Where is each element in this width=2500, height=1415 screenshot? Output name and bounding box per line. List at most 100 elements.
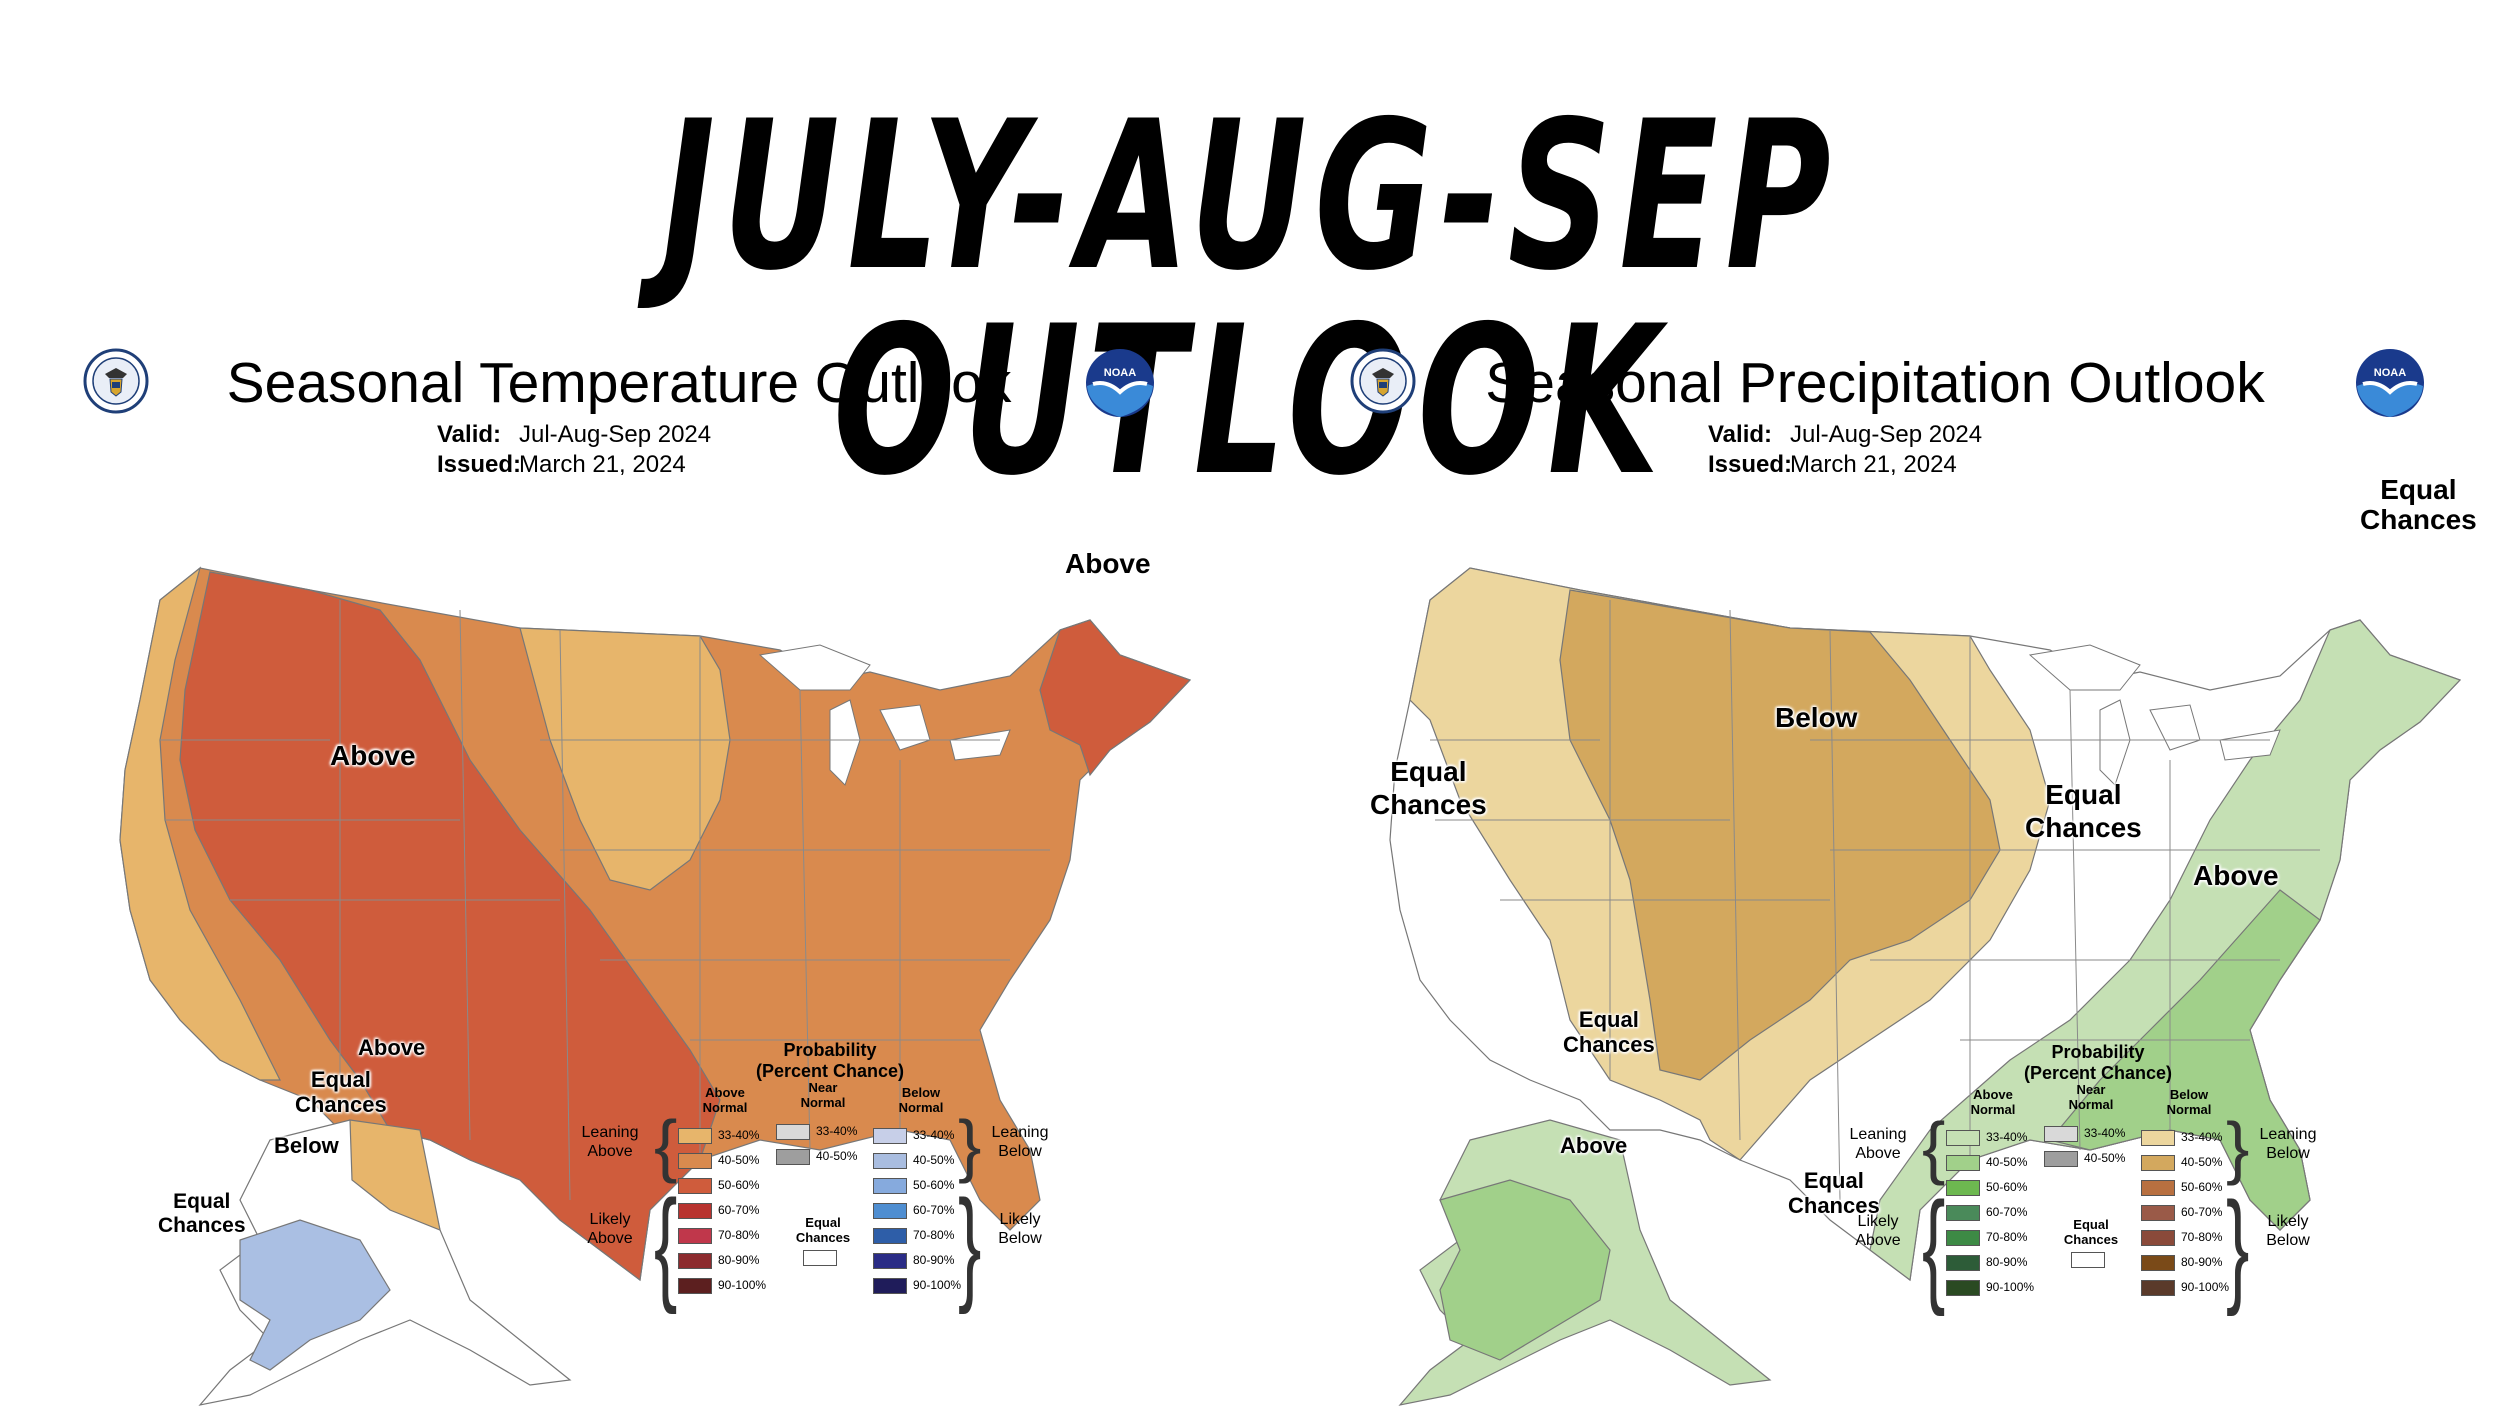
legend-below-swatch	[873, 1253, 907, 1269]
alaska-below	[239, 1219, 391, 1371]
legend-above-swatch-label: 33-40%	[1986, 1130, 2028, 1144]
brace-left-likely: {	[654, 1174, 678, 1316]
legend-below-swatch	[2141, 1205, 2175, 1221]
label-equal-alaska: Equal Chances	[1563, 1007, 1655, 1057]
legend-below-swatch	[2141, 1255, 2175, 1271]
label-equal-chances-sw-line2: Chances	[158, 1214, 246, 1237]
legend-below-swatch	[873, 1203, 907, 1219]
legend-leaning-above-line1: Leaning	[581, 1124, 639, 1141]
legend-col-near-line2: Normal	[2068, 1097, 2114, 1112]
legend-below-swatch	[2141, 1280, 2175, 1296]
label-equal-west-line2: Chances	[1370, 789, 1487, 820]
brace-right-leaning: }	[2226, 1108, 2250, 1186]
legend-below-swatch-label: 50-60%	[913, 1178, 955, 1192]
doc-seal-icon	[83, 348, 149, 414]
legend-title: Probability (Percent Chance)	[2008, 1042, 2188, 1084]
brace-right-likely: }	[958, 1174, 982, 1316]
legend-title-line2: (Percent Chance)	[2023, 1063, 2173, 1083]
alaska-above	[1439, 1179, 1611, 1361]
label-equal-chances-alaska-line2: Chances	[295, 1092, 387, 1117]
legend-below-swatch-label: 40-50%	[913, 1153, 955, 1167]
legend-above-swatch	[1946, 1230, 1980, 1246]
label-above-main: Above	[330, 740, 416, 771]
valid-value: Jul-Aug-Sep 2024	[1790, 421, 1983, 448]
legend-below-swatch	[2141, 1155, 2175, 1171]
label-equal-chances-alaska: Equal Chances	[295, 1067, 387, 1117]
legend-equal-line1: Equal	[805, 1215, 841, 1230]
label-equal-se-alaska-line2: Chances	[1788, 1193, 1880, 1218]
label-equal-central: Equal Chances	[2025, 778, 2142, 844]
southeast-above	[2048, 889, 2321, 1231]
legend-near-swatch-label: 33-40%	[816, 1124, 858, 1138]
brace-left-likely: {	[1922, 1176, 1946, 1318]
label-equal-northeast-line1: Equal	[2380, 474, 2457, 505]
label-above-alaska: Above	[1560, 1133, 1628, 1158]
label-equal-se-alaska-line1: Equal	[1803, 1168, 1864, 1193]
legend-below-swatch-label: 90-100%	[2181, 1280, 2230, 1294]
alaska-above	[349, 1119, 441, 1231]
legend-leaning-below-line1: Leaning	[991, 1124, 1049, 1141]
legend-below-swatch	[873, 1128, 907, 1144]
legend-above-swatch	[678, 1203, 712, 1219]
legend-col-below: Below Normal	[886, 1085, 956, 1115]
legend-below-swatch-label: 33-40%	[2181, 1130, 2223, 1144]
label-below-main: Below	[1775, 702, 1858, 733]
legend-equal-chances: Equal Chances	[788, 1215, 858, 1245]
legend-near-swatch-label: 40-50%	[2084, 1151, 2126, 1165]
legend-near-swatch	[2044, 1126, 2078, 1142]
noaa-logo-icon: NOAA	[1086, 349, 1154, 417]
label-equal-chances-alaska-line1: Equal	[310, 1067, 371, 1092]
legend-above-swatch-label: 90-100%	[718, 1278, 767, 1292]
legend-equal-line2: Chances	[2063, 1232, 2119, 1247]
legend-above-swatch-label: 70-80%	[718, 1228, 760, 1242]
legend-col-above: Above Normal	[690, 1085, 760, 1115]
label-equal-northeast: Equal Chances	[2360, 475, 2477, 535]
legend-col-below-line1: Below	[2169, 1087, 2209, 1102]
legend-above-swatch	[678, 1178, 712, 1194]
legend-above-swatch	[1946, 1255, 1980, 1271]
legend-likely-below: Likely Below	[980, 1210, 1060, 1248]
legend-col-near-line1: Near	[808, 1080, 838, 1095]
legend-below-swatch	[873, 1228, 907, 1244]
label-equal-chances-sw-line1: Equal	[173, 1190, 231, 1213]
legend-likely-above-line1: Likely	[1857, 1213, 1899, 1230]
legend-above-swatch-label: 70-80%	[1986, 1230, 2028, 1244]
brace-left-leaning: {	[1922, 1108, 1946, 1186]
legend-above-swatch-label: 80-90%	[718, 1253, 760, 1267]
legend-below-swatch-label: 90-100%	[913, 1278, 962, 1292]
legend-likely-above-line2: Above	[587, 1230, 633, 1247]
legend-col-above-line1: Above	[1973, 1087, 2013, 1102]
legend-above-swatch-label: 33-40%	[718, 1128, 760, 1142]
label-above-southeast: Above	[2193, 860, 2279, 891]
precipitation-panel: Seasonal Precipitation Outlook NOAA Vali…	[1270, 330, 2500, 1415]
legend-col-near: Near Normal	[788, 1080, 858, 1110]
legend-below-swatch	[2141, 1230, 2175, 1246]
noaa-logo-icon: NOAA	[2356, 349, 2424, 417]
legend-near-swatch	[776, 1149, 810, 1165]
legend-above-swatch	[1946, 1205, 1980, 1221]
legend-col-below-line2: Normal	[898, 1100, 944, 1115]
interior-west-above	[179, 571, 721, 1282]
legend-equal-line1: Equal	[2073, 1217, 2109, 1232]
legend-above-swatch	[1946, 1130, 1980, 1146]
legend-above-swatch-label: 50-60%	[718, 1178, 760, 1192]
legend-above-swatch	[1946, 1180, 1980, 1196]
valid-label: Valid:	[437, 421, 502, 448]
legend-below-swatch-label: 80-90%	[2181, 1255, 2223, 1269]
doc-seal-icon	[1350, 348, 1416, 414]
legend-col-above-line2: Normal	[702, 1100, 748, 1115]
legend-below-swatch-label: 70-80%	[913, 1228, 955, 1242]
legend-below-swatch	[2141, 1180, 2175, 1196]
legend-likely-above: Likely Above	[570, 1210, 650, 1248]
legend-leaning-above-line2: Above	[587, 1143, 633, 1160]
precipitation-meta: Valid: Jul-Aug-Sep 2024 Issued:March 21, …	[1708, 420, 1982, 480]
label-below-alaska: Below	[274, 1133, 339, 1158]
issued-value: March 21, 2024	[519, 451, 686, 478]
legend-above-swatch	[678, 1128, 712, 1144]
precipitation-legend: Probability (Percent Chance) Above Norma…	[1838, 1042, 2338, 1382]
brace-left-leaning: {	[654, 1106, 678, 1184]
temperature-map	[119, 566, 1192, 1406]
svg-text:NOAA: NOAA	[1104, 367, 1136, 379]
legend-col-above-line1: Above	[705, 1085, 745, 1100]
legend-leaning-below-line2: Below	[998, 1143, 1042, 1160]
